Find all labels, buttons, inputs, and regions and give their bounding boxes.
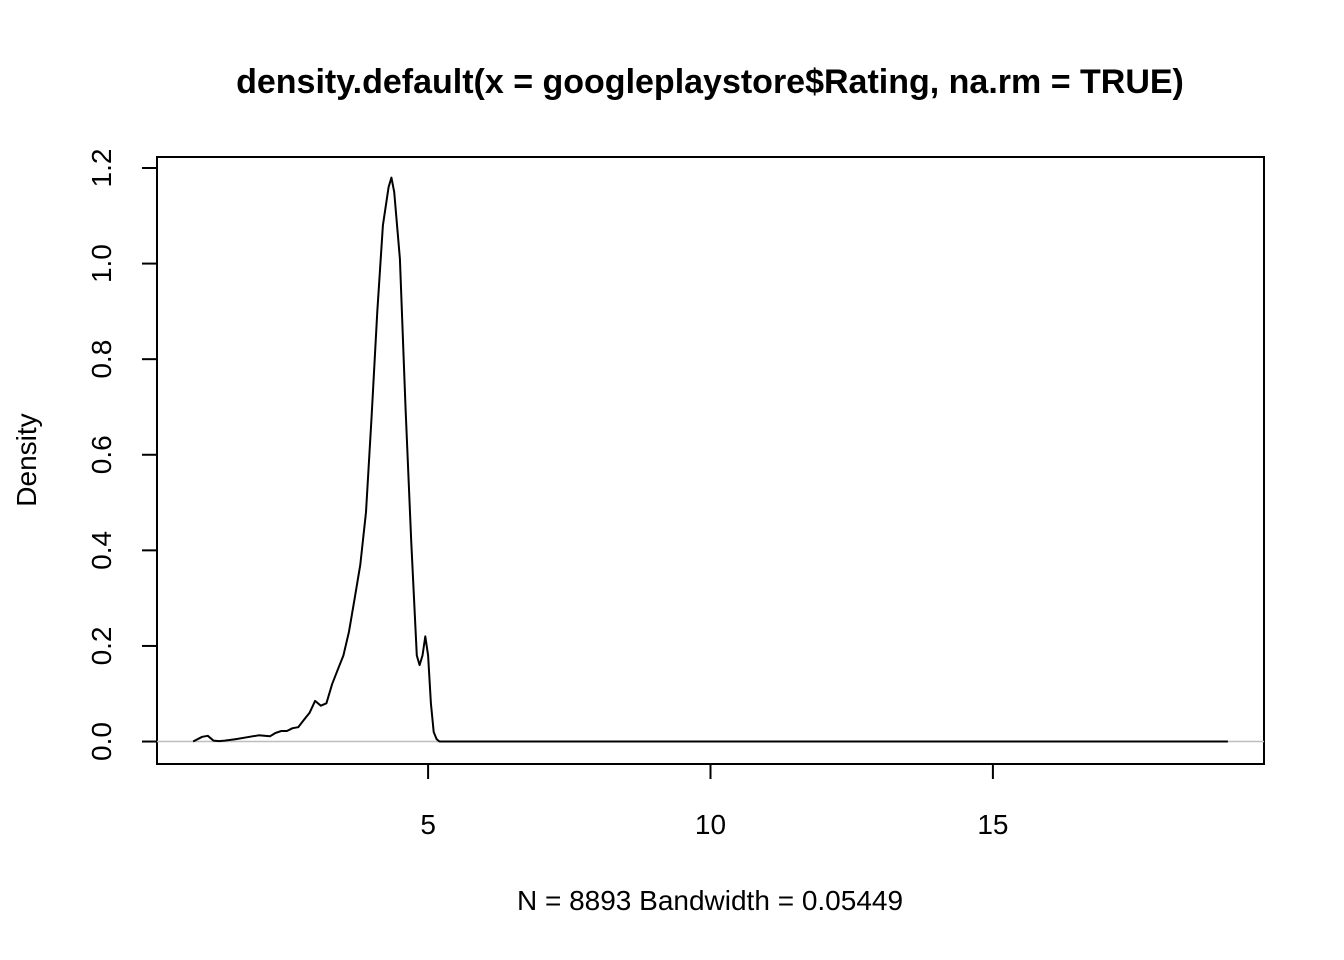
plot-frame bbox=[156, 156, 1265, 765]
y-axis-label: Density bbox=[11, 413, 42, 506]
density-curve bbox=[192, 176, 1228, 743]
x-tick-label: 10 bbox=[695, 809, 726, 840]
chart-title: density.default(x = googleplaystore$Rati… bbox=[236, 63, 1184, 101]
y-tick-label: 0.6 bbox=[86, 435, 117, 474]
x-tick-label: 15 bbox=[977, 809, 1008, 840]
y-tick-label: 1.0 bbox=[86, 244, 117, 283]
y-tick-label: 0.8 bbox=[86, 340, 117, 379]
y-tick-label: 1.2 bbox=[86, 149, 117, 188]
x-tick-label: 5 bbox=[420, 809, 436, 840]
y-tick-label: 0.0 bbox=[86, 722, 117, 761]
y-axis: 0.0 0.2 0.4 0.6 0.8 1.0 1.2 bbox=[86, 149, 157, 761]
x-axis: 5 10 15 bbox=[420, 764, 1008, 840]
y-tick-label: 0.2 bbox=[86, 626, 117, 665]
x-axis-label: N = 8893 Bandwidth = 0.05449 bbox=[517, 885, 903, 916]
y-tick-label: 0.4 bbox=[86, 531, 117, 570]
